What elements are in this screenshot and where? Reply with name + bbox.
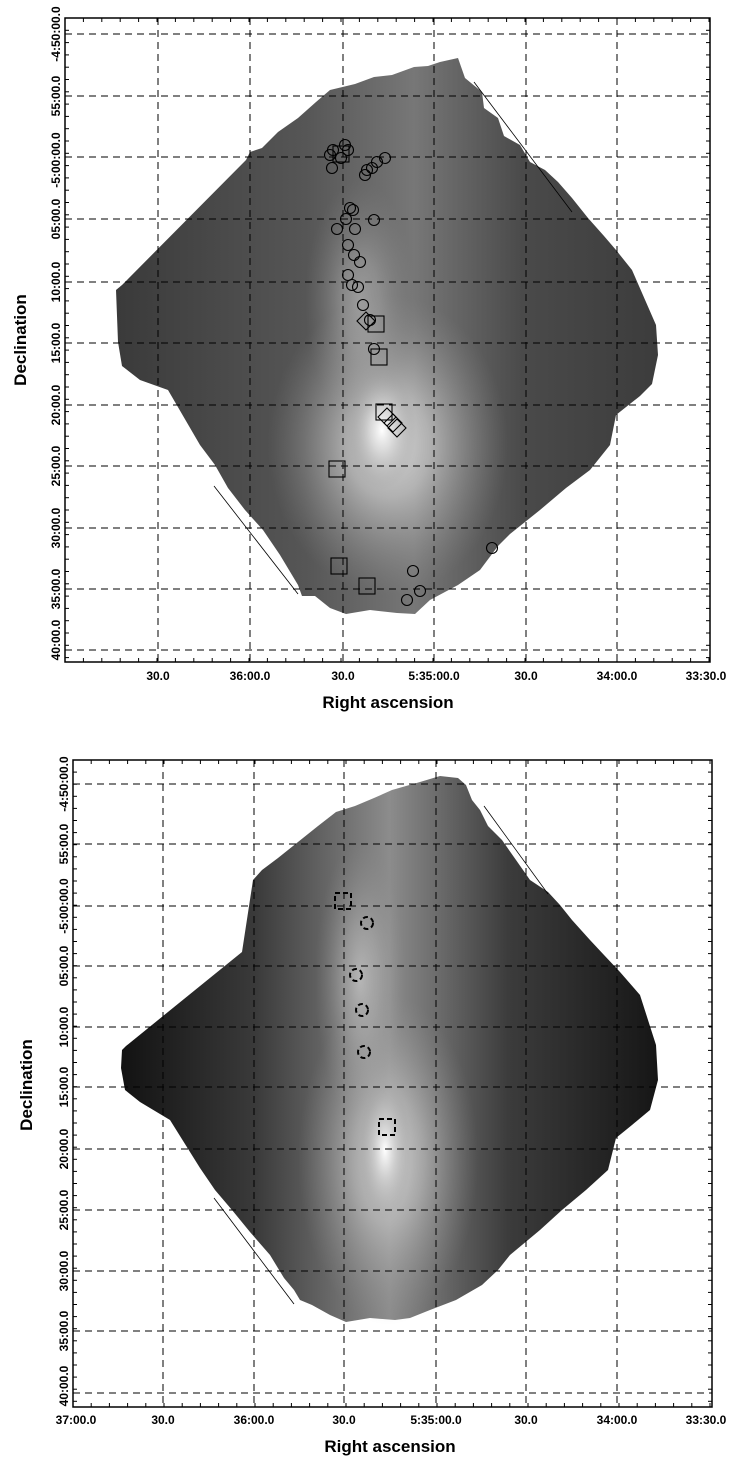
top-minor-ticks <box>64 17 710 662</box>
bottom-plot-frame <box>72 759 713 1408</box>
bottom-x-tick: 33:30.0 <box>686 1413 727 1427</box>
source-circle-marker <box>339 212 353 226</box>
top-mosaic-image <box>116 58 658 614</box>
top-y-tick: 15:00.0 <box>49 322 63 363</box>
source-circle-marker <box>360 163 374 177</box>
source-circle-marker <box>334 151 348 165</box>
source-circle-marker <box>400 593 414 607</box>
top-x-axis-label: Right ascension <box>322 693 453 712</box>
source-circle-marker <box>323 148 337 162</box>
top-y-tick: -4:50:00.0 <box>49 6 63 62</box>
bottom-y-tick: -5:00:00.0 <box>57 878 71 934</box>
source-circle-marker <box>367 213 381 227</box>
bottom-y-tick: 40:00.0 <box>57 1365 71 1406</box>
source-square-marker <box>358 577 376 595</box>
bottom-y-tick-labels: -4:50:00.0 55:00.0 -5:00:00.0 05:00.0 10… <box>57 756 71 1406</box>
top-y-tick: 25:00.0 <box>49 445 63 486</box>
bottom-x-tick: 30.0 <box>332 1413 356 1427</box>
source-diamond-marker <box>356 311 376 331</box>
source-circle-marker <box>346 203 360 217</box>
source-square-marker <box>332 145 350 163</box>
source-circle-marker <box>413 584 427 598</box>
dashed-circle-marker <box>360 916 374 930</box>
bottom-x-axis-label: Right ascension <box>324 1437 455 1456</box>
top-x-tick: 34:00.0 <box>597 669 638 683</box>
top-x-tick: 30.0 <box>331 669 355 683</box>
source-diamond-marker <box>383 413 403 433</box>
top-x-tick: 33:30.0 <box>686 669 727 683</box>
top-y-tick: 05:00.0 <box>49 198 63 239</box>
top-y-tick: -5:00:00.0 <box>49 132 63 188</box>
source-circle-marker <box>325 161 339 175</box>
bottom-panel: 37:00.0 30.0 36:00.0 30.0 5:35:00.0 30.0… <box>17 756 727 1456</box>
top-x-tick: 5:35:00.0 <box>408 669 460 683</box>
bottom-x-tick: 36:00.0 <box>234 1413 275 1427</box>
bottom-grid <box>73 760 712 1407</box>
bottom-y-tick: 35:00.0 <box>57 1310 71 1351</box>
source-circle-marker <box>341 143 355 157</box>
bottom-minor-ticks <box>72 759 712 1407</box>
source-circle-marker <box>485 541 499 555</box>
dashed-square-marker <box>378 1118 396 1136</box>
top-x-tick-labels: 30.0 36:00.0 30.0 5:35:00.0 30.0 34:00.0… <box>146 669 726 683</box>
bottom-x-tick: 34:00.0 <box>597 1413 638 1427</box>
dashed-circle-marker <box>349 968 363 982</box>
source-square-marker <box>375 403 393 421</box>
bottom-y-tick: 10:00.0 <box>57 1006 71 1047</box>
dashed-square-marker <box>334 892 352 910</box>
source-circle-marker <box>351 280 365 294</box>
dashed-circle-marker <box>357 1045 371 1059</box>
source-circle-marker <box>345 278 359 292</box>
bottom-y-tick: 30:00.0 <box>57 1250 71 1291</box>
bottom-x-tick: 30.0 <box>151 1413 175 1427</box>
bottom-source-markers <box>334 892 396 1136</box>
top-y-tick: 55:00.0 <box>49 75 63 116</box>
bottom-y-tick: 05:00.0 <box>57 945 71 986</box>
bottom-x-tick-labels: 37:00.0 30.0 36:00.0 30.0 5:35:00.0 30.0… <box>56 1413 727 1427</box>
source-circle-marker <box>330 222 344 236</box>
top-y-tick: 35:00.0 <box>49 568 63 609</box>
source-circle-marker <box>347 248 361 262</box>
dashed-circle-marker <box>355 1003 369 1017</box>
bottom-x-tick: 5:35:00.0 <box>410 1413 462 1427</box>
top-y-tick: 40:00.0 <box>49 619 63 660</box>
bottom-x-tick: 37:00.0 <box>56 1413 97 1427</box>
source-circle-marker <box>370 155 384 169</box>
source-circle-marker <box>358 168 372 182</box>
source-square-marker <box>367 315 385 333</box>
source-square-marker <box>328 460 346 478</box>
source-circle-marker <box>341 238 355 252</box>
top-x-tick: 30.0 <box>146 669 170 683</box>
bottom-y-tick: -4:50:00.0 <box>57 756 71 812</box>
bottom-mosaic-image <box>121 776 658 1325</box>
top-y-tick-labels: -4:50:00.0 55:00.0 -5:00:00.0 05:00.0 10… <box>49 6 63 660</box>
source-diamond-marker <box>387 418 407 438</box>
bottom-y-tick: 20:00.0 <box>57 1128 71 1169</box>
source-square-marker <box>370 348 388 366</box>
top-x-tick: 36:00.0 <box>230 669 271 683</box>
source-circle-marker <box>343 201 357 215</box>
top-y-tick: 30:00.0 <box>49 507 63 548</box>
source-square-marker <box>330 557 348 575</box>
bottom-x-tick: 30.0 <box>514 1413 538 1427</box>
top-y-tick: 10:00.0 <box>49 261 63 302</box>
bottom-y-tick: 15:00.0 <box>57 1066 71 1107</box>
source-circle-marker <box>356 298 370 312</box>
source-circle-marker <box>378 151 392 165</box>
top-panel: 30.0 36:00.0 30.0 5:35:00.0 30.0 34:00.0… <box>11 6 727 712</box>
top-source-markers <box>323 138 499 607</box>
bottom-y-tick: 55:00.0 <box>57 823 71 864</box>
top-y-axis-label: Declination <box>11 294 30 386</box>
top-plot-frame <box>64 17 711 663</box>
top-x-tick: 30.0 <box>514 669 538 683</box>
bottom-y-tick: 25:00.0 <box>57 1189 71 1230</box>
bottom-y-axis-label: Declination <box>17 1039 36 1131</box>
source-circle-marker <box>406 564 420 578</box>
top-y-tick: 20:00.0 <box>49 384 63 425</box>
source-circle-marker <box>348 222 362 236</box>
source-circle-marker <box>353 255 367 269</box>
